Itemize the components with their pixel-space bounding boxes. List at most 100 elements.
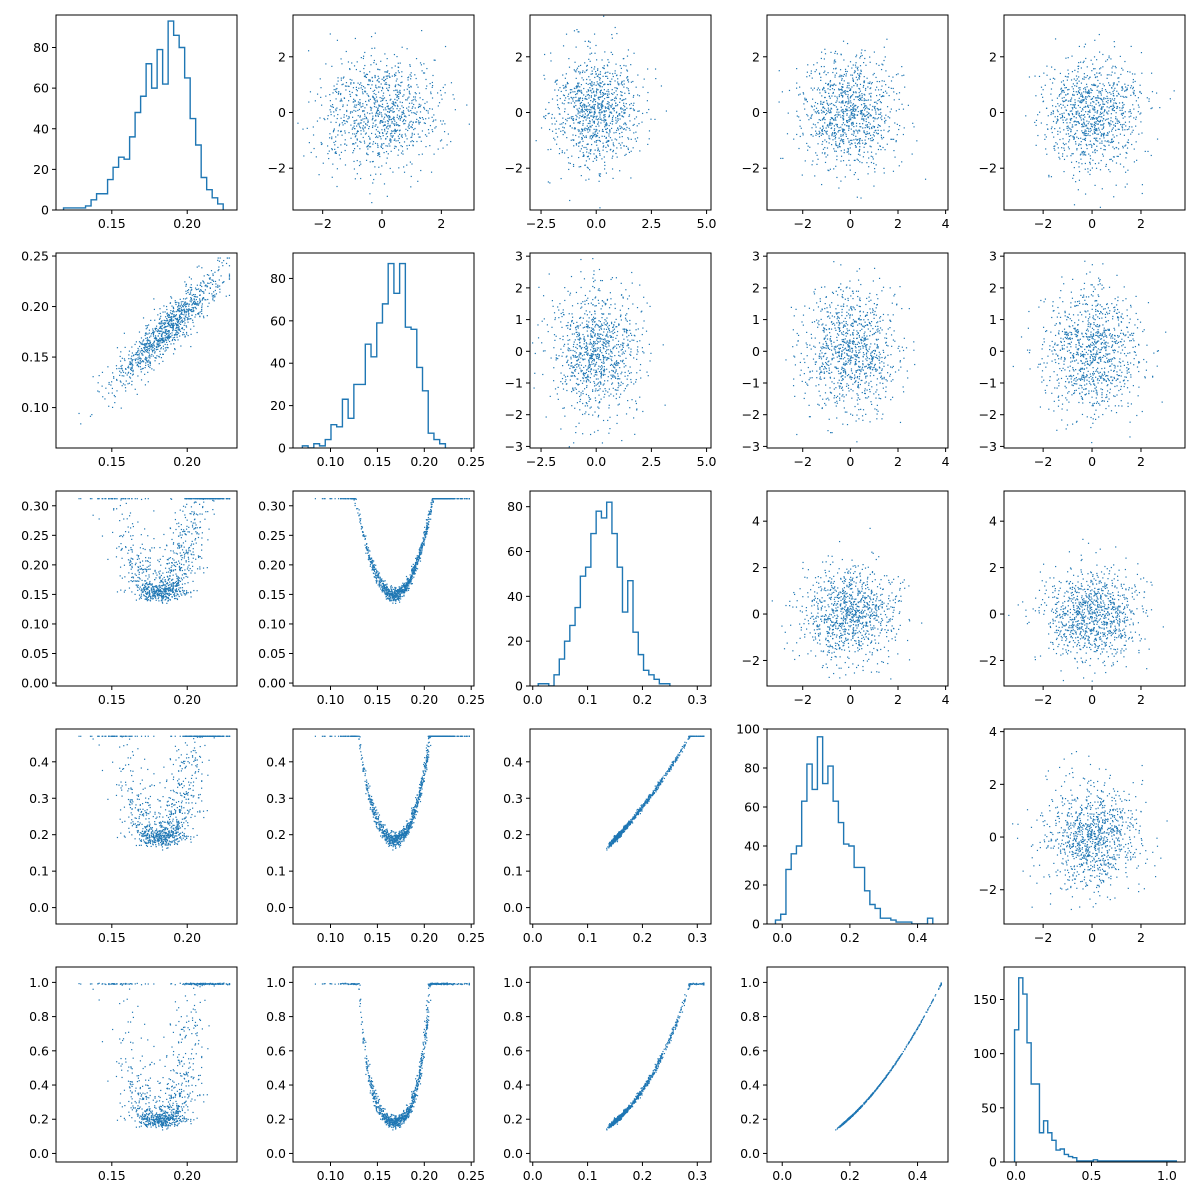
scatter-point <box>1116 83 1118 85</box>
scatter-point <box>623 86 625 88</box>
scatter-point <box>606 127 609 130</box>
scatter-point <box>384 113 386 115</box>
scatter-point <box>1124 86 1127 88</box>
scatter-point <box>1122 88 1124 90</box>
scatter-point <box>577 90 579 93</box>
scatter-point <box>218 268 220 271</box>
scatter-point <box>365 123 367 125</box>
scatter-point <box>393 139 395 141</box>
scatter-point <box>1096 123 1098 125</box>
scatter-point <box>604 72 606 75</box>
scatter-point <box>654 68 657 70</box>
scatter-point <box>569 162 571 165</box>
scatter-point <box>466 104 468 106</box>
scatter-point <box>850 112 853 114</box>
scatter-point <box>1103 149 1105 151</box>
scatter-point <box>1133 92 1135 94</box>
scatter-point <box>609 122 612 124</box>
scatter-point <box>342 77 344 79</box>
scatter-point <box>857 96 859 98</box>
scatter-point <box>134 358 136 360</box>
scatter-point <box>364 64 366 67</box>
scatter-point <box>424 122 426 125</box>
scatter-point <box>860 113 862 115</box>
scatter-point <box>873 135 875 137</box>
scatter-point <box>369 146 372 148</box>
scatter-point <box>1089 131 1091 133</box>
scatter-point <box>600 96 602 98</box>
scatter-point <box>351 143 354 145</box>
scatter-point <box>407 126 409 128</box>
scatter-point <box>375 93 377 96</box>
scatter-point <box>1113 82 1115 84</box>
scatter-point <box>147 351 149 353</box>
scatter-point <box>199 316 201 318</box>
scatter-point <box>555 132 557 134</box>
scatter-point <box>137 365 140 367</box>
scatter-point <box>124 372 127 374</box>
scatter-point <box>1037 134 1039 137</box>
scatter-point <box>164 320 166 322</box>
scatter-point <box>370 107 372 109</box>
scatter-point <box>632 147 634 149</box>
scatter-point <box>441 123 443 125</box>
scatter-point <box>356 125 358 127</box>
scatter-point <box>870 99 872 101</box>
scatter-point <box>1116 84 1118 86</box>
scatter-point <box>118 367 120 370</box>
scatter-point <box>184 281 186 283</box>
scatter-point <box>587 93 590 96</box>
scatter-point <box>863 80 866 82</box>
scatter-point <box>852 130 855 132</box>
scatter-point <box>374 98 376 100</box>
scatter-point <box>1073 166 1075 169</box>
scatter-point <box>151 368 153 370</box>
scatter-point <box>417 180 419 182</box>
scatter-point <box>201 310 203 312</box>
scatter-point <box>866 111 868 113</box>
scatter-point <box>400 115 402 117</box>
scatter-point <box>635 86 637 88</box>
scatter-point <box>578 107 580 109</box>
scatter-point <box>1123 103 1125 106</box>
scatter-point <box>1075 117 1077 119</box>
scatter-point <box>176 310 179 312</box>
scatter-point <box>581 111 583 113</box>
scatter-point <box>364 126 366 128</box>
scatter-point <box>1088 115 1091 117</box>
scatter-point <box>454 109 456 111</box>
scatter-point <box>578 65 580 67</box>
scatter-point <box>841 139 843 141</box>
scatter-point <box>356 138 358 140</box>
scatter-point <box>637 94 639 96</box>
scatter-point <box>582 110 584 112</box>
scatter-point <box>179 309 181 311</box>
scatter-point <box>140 368 142 371</box>
scatter-point <box>1100 97 1102 100</box>
scatter-point <box>596 92 598 94</box>
scatter-point <box>165 326 167 328</box>
scatter-point <box>1122 105 1124 107</box>
scatter-point <box>196 284 198 286</box>
scatter-point <box>873 126 876 128</box>
scatter-point <box>127 383 129 385</box>
scatter-point <box>158 327 161 329</box>
scatter-point <box>1139 91 1141 93</box>
scatter-point <box>141 343 143 345</box>
scatter-point <box>367 154 369 156</box>
scatter-point <box>902 108 905 110</box>
scatter-point <box>364 118 366 120</box>
scatter-point <box>190 318 192 320</box>
scatter-point <box>389 76 391 78</box>
scatter-point <box>873 72 875 75</box>
scatter-point <box>181 308 183 311</box>
scatter-point <box>604 124 606 126</box>
scatter-point <box>1115 116 1117 118</box>
scatter-point <box>345 120 347 122</box>
scatter-point <box>168 334 170 336</box>
scatter-point <box>834 117 837 119</box>
scatter-point <box>1099 72 1101 74</box>
scatter-point <box>356 145 359 147</box>
scatter-point <box>161 342 163 344</box>
scatter-point <box>1067 73 1070 75</box>
